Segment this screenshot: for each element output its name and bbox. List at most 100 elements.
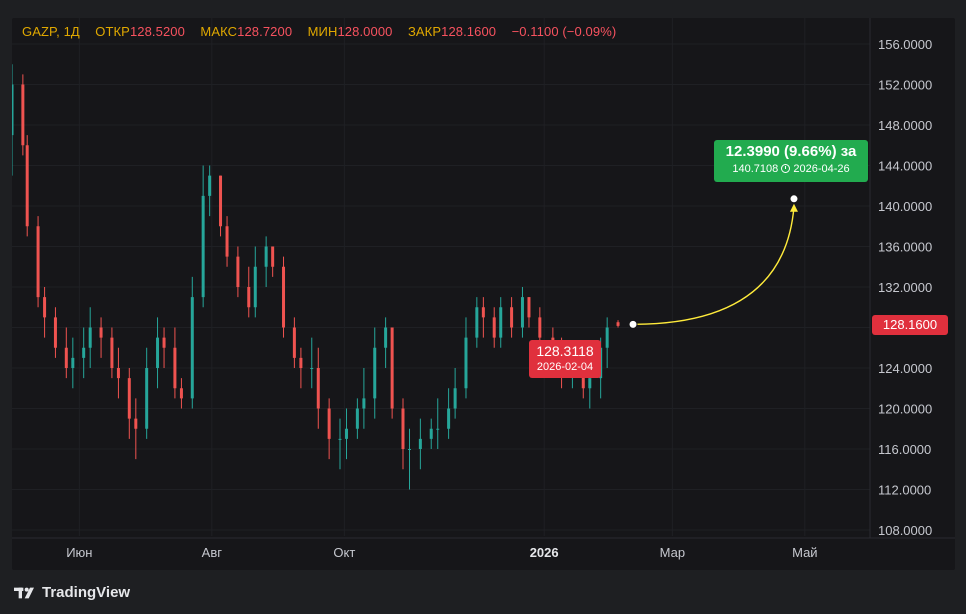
candle-body <box>43 297 47 318</box>
candle <box>162 327 166 368</box>
candle-body <box>418 438 422 449</box>
candle-body <box>71 357 75 368</box>
tradingview-logo-icon <box>14 587 34 598</box>
candle <box>436 398 440 449</box>
candle <box>225 216 229 267</box>
candle <box>173 327 177 399</box>
close-label: ЗАКР <box>407 24 442 39</box>
candle-body <box>345 428 349 439</box>
candle <box>447 388 451 439</box>
price-tick-label: 144.0000 <box>878 159 932 174</box>
candle <box>345 408 349 460</box>
candle <box>401 398 405 470</box>
candle <box>236 246 240 298</box>
price-tick-label: 124.0000 <box>878 361 932 376</box>
tradingview-brand[interactable]: TradingView <box>14 584 130 601</box>
candle <box>373 327 377 419</box>
forecast-start-value: 128.3118 <box>536 343 594 359</box>
candle <box>156 317 160 389</box>
candle <box>12 64 14 176</box>
candle-body <box>475 307 479 338</box>
candle-body <box>362 398 366 409</box>
price-tick-label: 152.0000 <box>878 78 932 93</box>
candle <box>127 368 131 439</box>
candle <box>464 317 468 399</box>
symbol-label[interactable]: GAZP <box>22 24 57 39</box>
candle-body <box>99 327 103 338</box>
candle-body <box>53 317 57 348</box>
time-tick-label: Окт <box>333 545 355 560</box>
candle-body <box>401 408 405 449</box>
price-tick-label: 108.0000 <box>878 523 932 538</box>
candle <box>179 378 183 409</box>
candle-body <box>327 408 331 439</box>
last-price-value: 128.1600 <box>882 317 938 332</box>
chart-panel[interactable]: 156.0000 152.0000 148.0000 144.0000 140.0000… <box>12 18 955 570</box>
candle <box>299 347 303 389</box>
candle <box>338 418 342 470</box>
candle <box>292 317 296 368</box>
candle-body <box>447 408 451 429</box>
candle-body <box>179 388 183 399</box>
candle-body <box>527 297 531 318</box>
candle-body <box>88 327 92 348</box>
candle-body <box>201 195 205 298</box>
high-label: МАКС <box>200 24 238 39</box>
candle-body <box>173 347 177 389</box>
candle-body <box>355 408 359 429</box>
candle-body <box>299 357 303 368</box>
candle-body <box>408 449 412 450</box>
candle <box>316 347 320 429</box>
candle <box>384 317 388 368</box>
open-label: ОТКР <box>95 24 130 39</box>
candle <box>408 428 412 490</box>
price-axis[interactable]: 156.0000 152.0000 148.0000 144.0000 140.0000… <box>878 37 932 538</box>
forecast-change-value: 12.3990 (9.66%) за <box>725 143 857 160</box>
candle <box>36 216 40 308</box>
price-tick-label: 148.0000 <box>878 118 932 133</box>
forecast-start-point[interactable] <box>628 319 638 329</box>
candle-body <box>282 266 286 328</box>
candle <box>362 368 366 429</box>
candle-body <box>110 337 114 368</box>
change-value: −0.1100 (−0.09%) <box>511 24 617 39</box>
forecast-curve <box>633 206 795 326</box>
candle <box>499 297 503 348</box>
ohlc-legend: GAZP, 1Д ОТКР128.5200 МАКС128.7200 МИН12… <box>22 24 617 39</box>
candle-body <box>429 428 433 439</box>
candle <box>99 317 103 358</box>
candle <box>475 297 479 348</box>
close-value: 128.1600 <box>441 24 497 39</box>
candle <box>219 175 223 237</box>
candle-body <box>373 347 377 399</box>
candle-body <box>36 226 40 298</box>
candle <box>208 165 212 217</box>
candle <box>282 256 286 338</box>
price-tick-label: 112.0000 <box>878 483 931 498</box>
candle <box>53 307 57 358</box>
candle <box>271 246 275 277</box>
candle <box>520 287 524 338</box>
candle <box>71 337 75 389</box>
candle <box>616 320 620 328</box>
interval-label[interactable]: 1Д <box>63 24 80 39</box>
candle <box>253 246 257 318</box>
candle-body <box>253 266 257 308</box>
price-chart[interactable]: 156.0000 152.0000 148.0000 144.0000 140.0000… <box>12 18 955 570</box>
price-tick-label: 156.0000 <box>878 37 932 52</box>
candle-body <box>510 307 514 328</box>
price-tick-label: 120.0000 <box>878 402 932 417</box>
candle <box>327 398 331 460</box>
candle-body <box>208 175 212 196</box>
candle-body <box>134 418 138 429</box>
candle <box>145 347 149 439</box>
high-value: 128.7200 <box>237 24 293 39</box>
brand-name: TradingView <box>42 584 131 601</box>
forecast-target-point[interactable] <box>789 194 799 204</box>
time-axis[interactable]: Июн Авг Окт 2026 Мар Май <box>66 545 817 560</box>
candle-body <box>190 297 194 399</box>
candle <box>527 297 531 328</box>
chart-grid <box>12 18 870 536</box>
candlestick-series <box>12 64 620 490</box>
forecast-arrowhead <box>789 203 798 212</box>
